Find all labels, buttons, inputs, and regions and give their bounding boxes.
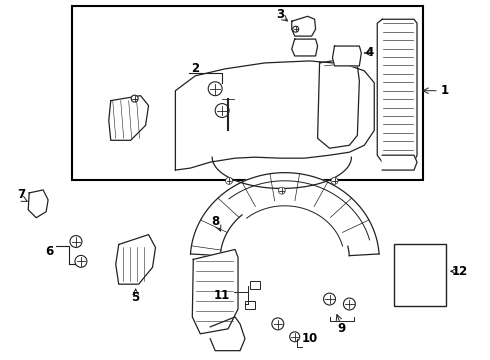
Polygon shape [192,249,238,334]
Text: 2: 2 [191,62,199,75]
Bar [394,244,446,306]
Polygon shape [210,317,245,351]
Polygon shape [333,46,361,66]
Text: 6: 6 [45,245,53,258]
Text: 11: 11 [214,289,230,302]
Circle shape [225,177,233,184]
Polygon shape [382,155,417,170]
Circle shape [131,95,138,102]
Text: 7: 7 [17,188,25,201]
Circle shape [290,332,300,342]
Bar [245,301,255,309]
Polygon shape [292,16,316,36]
Circle shape [343,298,355,310]
Text: 1: 1 [441,84,449,97]
Circle shape [331,177,338,184]
Circle shape [75,255,87,267]
Polygon shape [191,173,379,256]
Polygon shape [116,235,155,284]
Circle shape [272,318,284,330]
Circle shape [323,293,336,305]
Circle shape [70,235,82,247]
Polygon shape [292,39,318,56]
Circle shape [278,187,285,194]
Text: 5: 5 [131,291,140,303]
Bar [72,6,423,180]
Circle shape [215,104,229,117]
Polygon shape [109,96,148,140]
Text: 9: 9 [337,322,345,336]
Circle shape [293,26,299,32]
Text: 4: 4 [365,46,373,59]
Circle shape [208,82,222,96]
Text: 3: 3 [276,8,284,21]
Bar [250,281,260,289]
Polygon shape [318,59,359,148]
Polygon shape [229,181,369,246]
Polygon shape [28,190,48,218]
Polygon shape [175,61,374,170]
Text: 8: 8 [211,215,220,228]
Text: 12: 12 [452,265,468,278]
Text: 10: 10 [301,332,318,345]
Polygon shape [377,19,417,162]
